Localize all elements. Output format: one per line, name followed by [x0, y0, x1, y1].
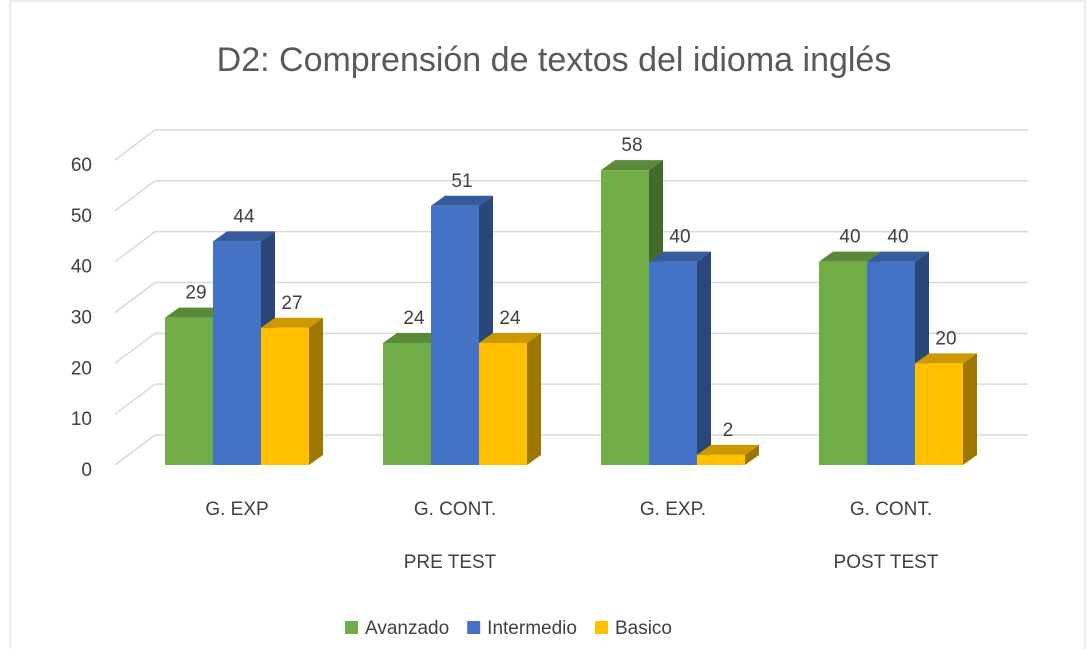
data-label: 2 [723, 420, 734, 441]
bar [479, 343, 527, 465]
data-label: 40 [839, 227, 860, 248]
bar [915, 363, 963, 465]
bar-top [819, 251, 881, 262]
grid-line [114, 180, 1028, 212]
bar [649, 261, 697, 465]
legend-swatch [594, 621, 608, 634]
bar [601, 170, 649, 465]
bar-side [697, 251, 711, 465]
bar-top [213, 231, 275, 242]
bar-top [383, 333, 445, 343]
bar [165, 317, 213, 465]
data-label: 40 [669, 227, 690, 248]
data-label: 44 [233, 206, 255, 227]
y-tick-label: 10 [71, 409, 92, 430]
data-label: 29 [185, 283, 206, 304]
legend-swatch [467, 621, 481, 634]
grid-line [114, 281, 1028, 314]
bar [261, 327, 309, 465]
bar-top [165, 307, 227, 318]
bar-side [745, 444, 759, 465]
grid-line [114, 230, 1028, 263]
x-tick-label: G. EXP [205, 499, 268, 520]
bar-top [431, 195, 493, 206]
grid-line [114, 383, 1028, 415]
data-label: 20 [935, 328, 956, 349]
group-label: POST TEST [834, 552, 939, 573]
legend-swatch [345, 621, 358, 634]
bar-side [527, 333, 541, 465]
y-tick-label: 50 [71, 206, 92, 227]
bar-top [261, 317, 323, 328]
x-tick-label: G. EXP. [640, 499, 706, 520]
bar-top [915, 353, 977, 364]
data-label: 24 [403, 308, 425, 329]
y-tick-label: 0 [81, 460, 92, 481]
bar [819, 261, 867, 465]
bar-top [601, 160, 663, 171]
bar-top [649, 251, 711, 262]
data-label: 27 [281, 293, 302, 314]
bar [431, 205, 479, 465]
bar [697, 454, 745, 465]
x-tick-label: G. CONT. [850, 499, 932, 520]
grid-line [114, 434, 1028, 466]
grid-line [114, 332, 1028, 364]
x-tick-label: G. CONT. [414, 499, 496, 520]
group-label: PRE TEST [404, 552, 497, 573]
bar [383, 343, 431, 465]
chart-title: D2: Comprensión de textos del idioma ing… [217, 41, 892, 79]
legend-label: Intermedio [487, 618, 577, 639]
grid-line [114, 129, 1028, 161]
y-tick-label: 20 [71, 358, 92, 379]
bar-top [479, 333, 541, 343]
y-tick-label: 40 [71, 257, 92, 278]
data-label: 40 [887, 227, 908, 248]
data-label: 58 [621, 135, 642, 156]
bar [867, 261, 915, 465]
legend-label: Basico [615, 618, 672, 639]
data-label: 51 [451, 171, 472, 192]
y-tick-label: 60 [71, 155, 92, 176]
bar-top [697, 444, 759, 455]
bar-top [867, 251, 929, 262]
legend-label: Avanzado [365, 618, 449, 639]
data-label: 24 [499, 308, 521, 329]
bar [213, 241, 261, 465]
bar-side [309, 317, 323, 465]
y-tick-label: 30 [71, 308, 92, 329]
bar-side [963, 353, 977, 465]
